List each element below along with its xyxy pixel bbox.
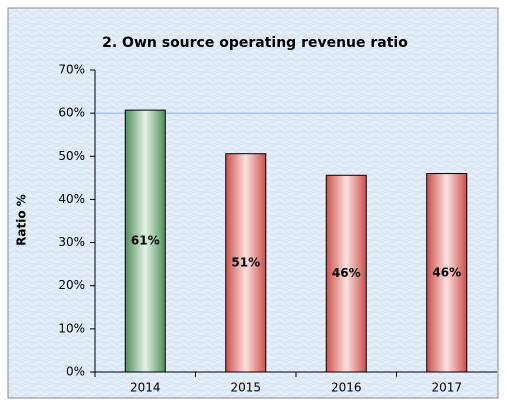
data-label: 51% <box>231 255 260 269</box>
data-label: 46% <box>332 266 361 280</box>
y-tick-label: 30% <box>58 235 85 249</box>
x-tick-label: 2017 <box>431 381 462 395</box>
y-tick-label: 70% <box>58 63 85 77</box>
y-tick-label: 50% <box>58 149 85 163</box>
y-tick-label: 0% <box>66 365 85 379</box>
bar <box>124 109 166 373</box>
x-tick-label: 2014 <box>130 381 161 395</box>
bar <box>426 173 468 373</box>
y-tick-label: 10% <box>58 321 85 335</box>
bar <box>225 153 267 373</box>
y-tick-label: 40% <box>58 192 85 206</box>
data-label: 61% <box>131 234 160 248</box>
y-tick-label: 60% <box>58 106 85 120</box>
y-axis-label: Ratio % <box>15 194 29 246</box>
x-tick-label: 2016 <box>331 381 362 395</box>
data-label: 46% <box>432 265 461 279</box>
chart-title: 2. Own source operating revenue ratio <box>102 35 408 51</box>
x-tick-label: 2015 <box>230 381 261 395</box>
y-tick-label: 20% <box>58 278 85 292</box>
